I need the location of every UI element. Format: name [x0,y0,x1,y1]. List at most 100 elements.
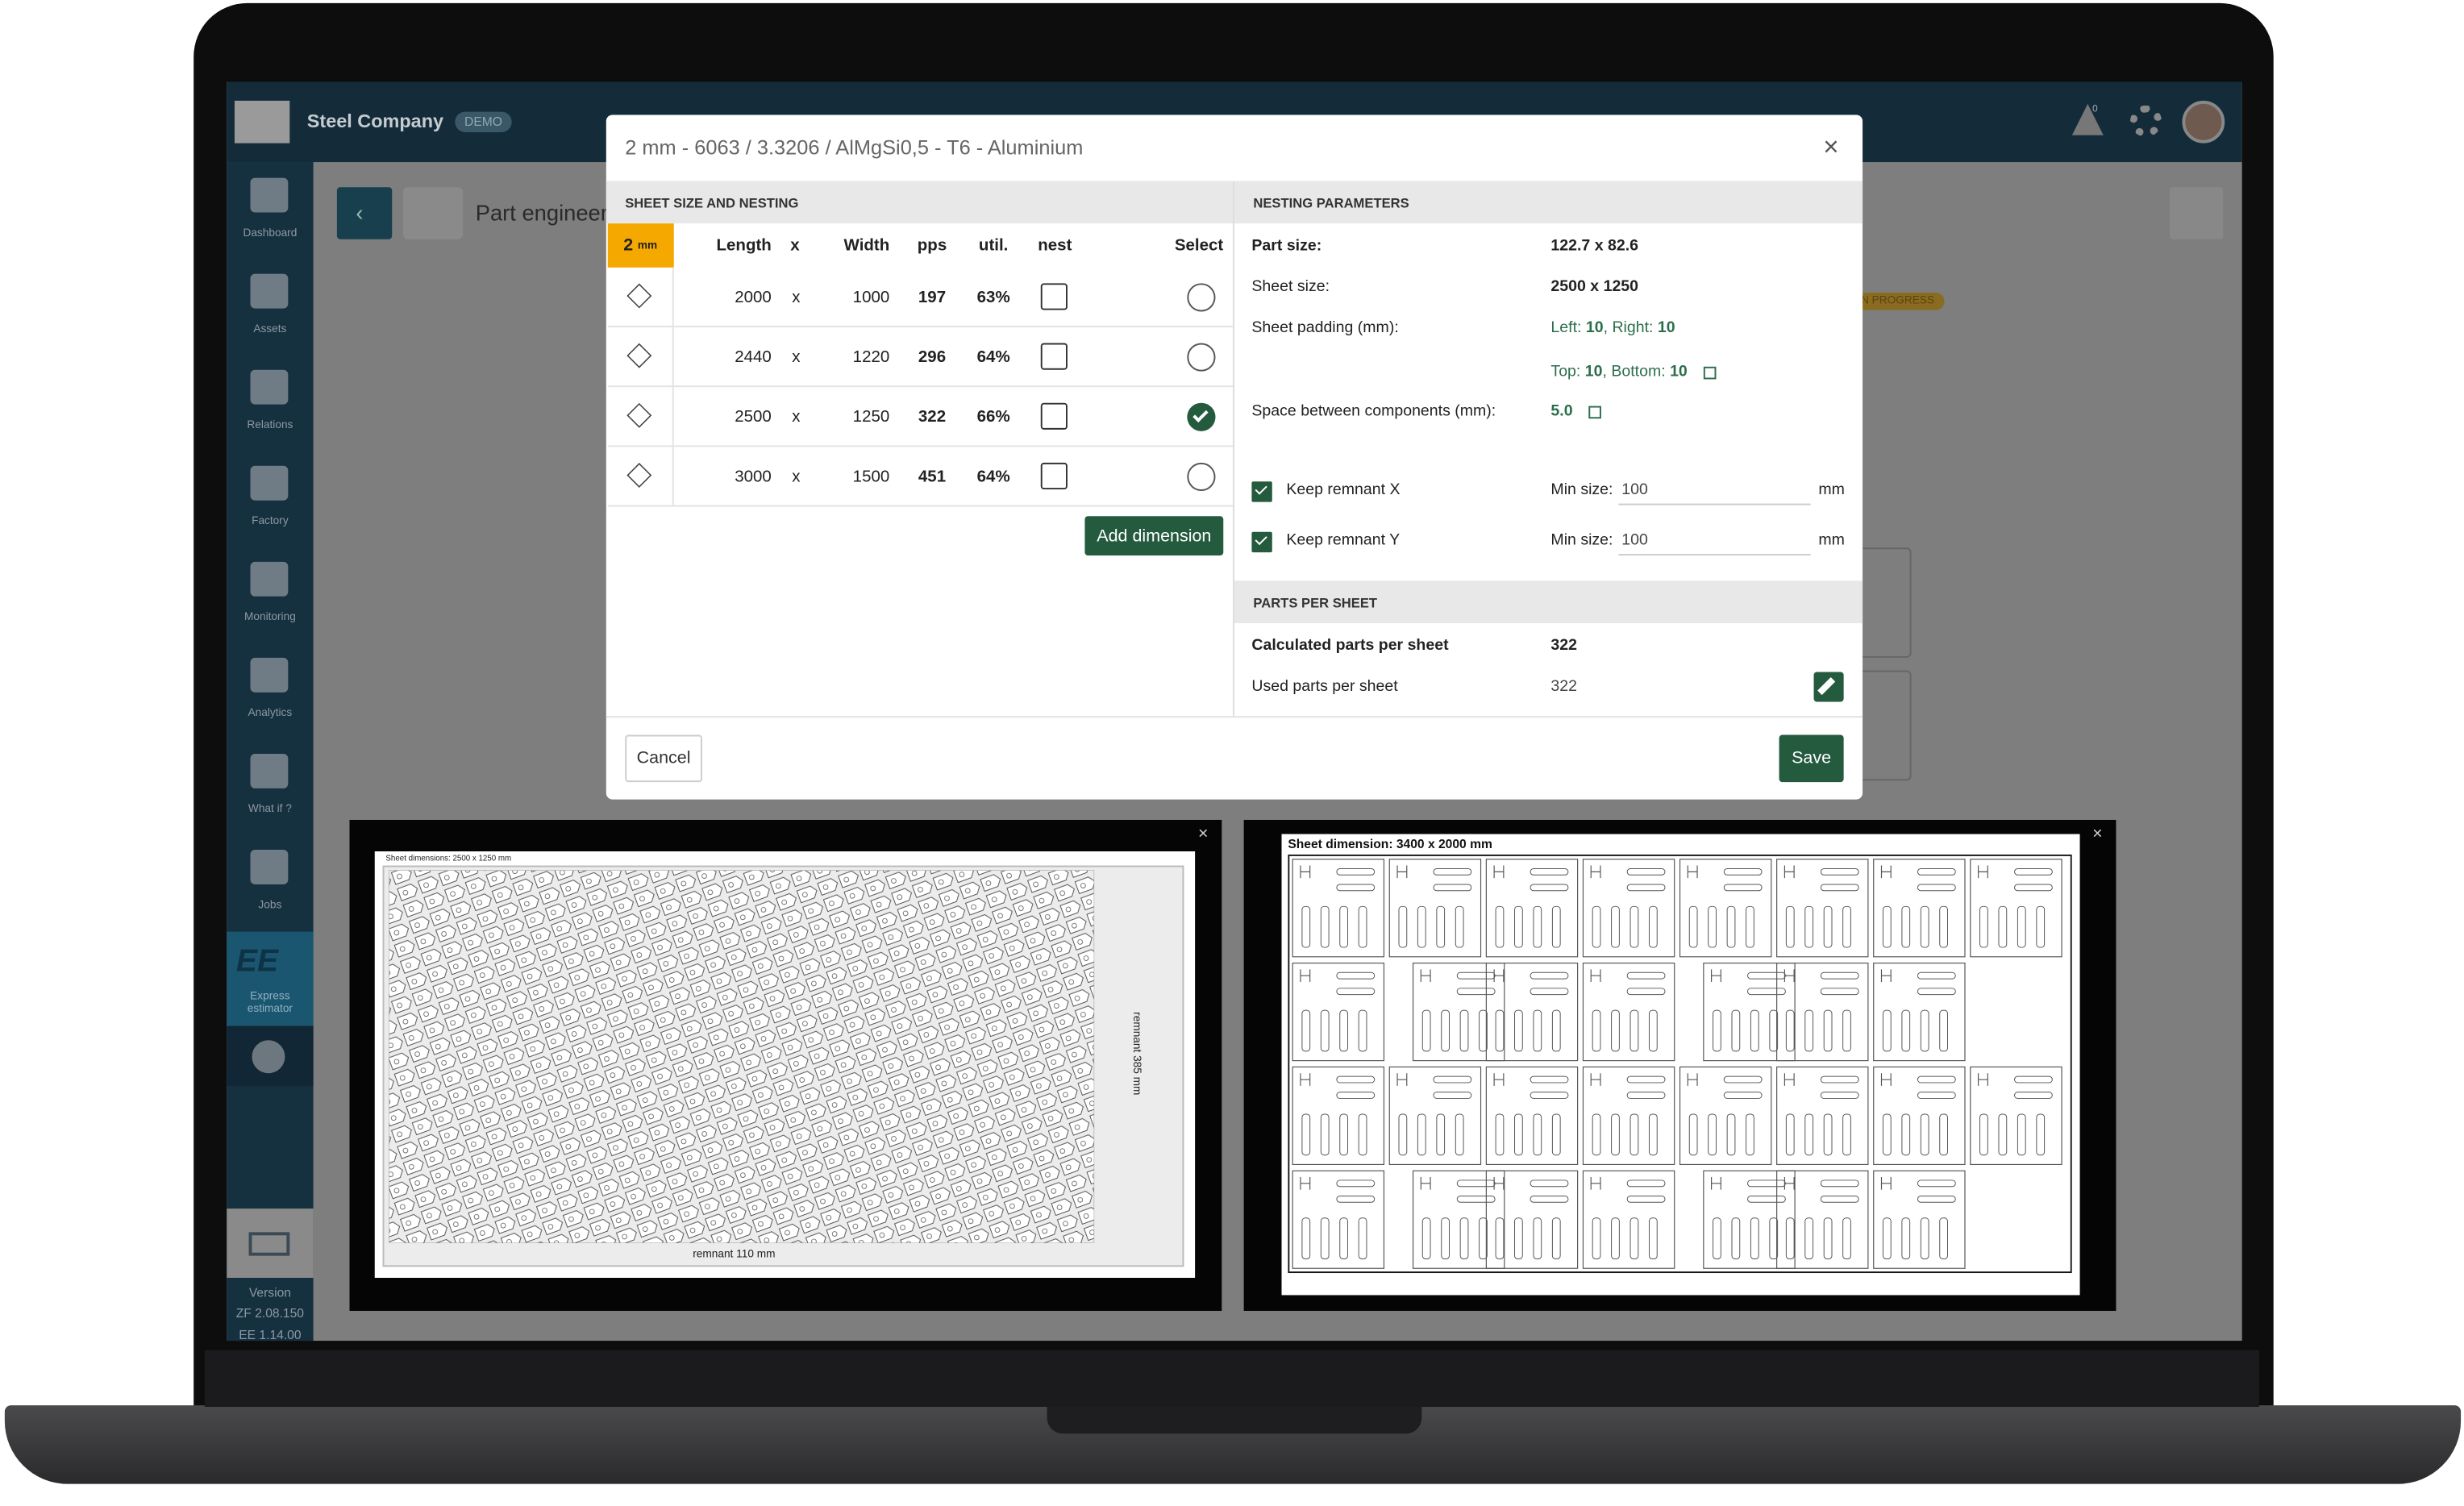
company-name: Steel Company [306,110,444,132]
edit-spacing-icon[interactable] [1588,406,1601,419]
nav-label: Relations [247,420,293,431]
nested-part [1917,1075,1956,1084]
cancel-button[interactable]: Cancel [625,734,702,783]
back-button[interactable] [336,187,393,239]
width: 1500 [852,467,890,487]
nested-part [1979,1113,1988,1156]
nested-part [1726,1113,1736,1156]
nested-part [1823,905,1833,948]
nested-part [1339,1009,1349,1052]
nested-part [1292,1170,1385,1269]
nested-part [1776,1066,1869,1166]
nested-part [1626,988,1666,996]
edit-padding-icon[interactable] [1703,366,1717,380]
nest-preview-button[interactable] [1040,283,1068,310]
more-button[interactable] [2169,187,2224,239]
nested-part [1823,1217,1833,1260]
nested-part [1590,1073,1601,1086]
nested-part [1939,1217,1949,1260]
settings-icon[interactable] [2130,105,2162,137]
laptop-notch [1047,1405,1422,1434]
nested-part [1530,1092,1569,1099]
nested-part [1920,1217,1929,1260]
nested-part [1901,1113,1911,1156]
expand-icon [252,1040,285,1074]
nested-part [1776,962,1869,1062]
feedback-button[interactable] [227,1209,314,1278]
nested-part [1823,1009,1833,1052]
nested-part [1336,867,1376,876]
nested-part [1713,1217,1721,1260]
nested-part [1723,884,1763,892]
nested-part [1533,905,1542,948]
nested-part [1485,1066,1579,1166]
nested-part [1582,1170,1675,1269]
nested-part [1648,1009,1658,1052]
select-radio[interactable] [1187,402,1216,431]
nested-part [1485,962,1579,1062]
nested-part [1785,1009,1795,1052]
nested-part [1820,1195,1859,1203]
min-size-input[interactable]: 100 [1618,532,1811,556]
nested-part [1648,1113,1658,1156]
nested-part [1747,1195,1786,1203]
nested-part [1917,971,1956,980]
section-header-bar [606,181,1863,224]
nested-part [1648,905,1658,948]
nest-preview-button[interactable] [1040,343,1068,370]
nested-part [1495,1009,1505,1052]
nested-part [1292,962,1385,1062]
nested-part [1723,867,1763,876]
nested-part [1939,905,1949,948]
remnant-checkbox[interactable] [1251,531,1272,553]
nest-preview-button[interactable] [1040,462,1068,490]
nested-part [1441,1009,1450,1052]
select-radio[interactable] [1187,283,1216,312]
close-button[interactable]: × [1823,131,1839,163]
save-button[interactable]: Save [1779,734,1844,783]
user-avatar[interactable] [2182,100,2225,144]
min-size-input[interactable]: 100 [1618,481,1811,505]
length: 3000 [735,467,772,487]
nested-part [1882,1217,1892,1260]
nested-part [1688,905,1698,948]
nested-part [1530,1179,1569,1188]
nested-part [1479,1009,1488,1052]
nested-part [1679,1066,1772,1166]
nested-part [1873,859,1966,958]
nest-preview-button[interactable] [1040,402,1068,430]
nav-icon [250,369,289,405]
modal [606,114,1863,800]
nested-part [1417,1113,1426,1156]
add-dimension-button[interactable]: Add dimension [1084,516,1224,556]
nested-part [1769,1217,1779,1260]
nested-part [1820,1075,1859,1084]
nested-part [1708,1113,1717,1156]
nested-part [1590,865,1601,879]
padding-values: Left: 10, Right: 10 [1550,319,1675,336]
param-value: 2500 x 1250 [1550,278,1639,296]
width: 1220 [852,347,890,367]
thickness-cell [607,223,674,268]
close-window[interactable]: × [1198,824,1209,844]
nested-part [1920,905,1929,948]
select-radio[interactable] [1187,462,1216,492]
nav-label: Monitoring [243,612,296,623]
remnant-checkbox[interactable] [1251,481,1272,502]
close-window[interactable]: × [2092,824,2103,844]
nested-part [1820,971,1859,980]
nested-part [1301,905,1311,948]
column-header: util. [978,235,1009,256]
nested-part [1687,1073,1698,1086]
select-radio[interactable] [1187,343,1216,372]
estimator-nav[interactable] [227,931,314,1026]
nested-part [1880,969,1892,983]
nested-part [1917,884,1956,892]
nested-part [1880,865,1892,879]
demo-badge: DEMO [455,111,512,132]
nested-part [1785,905,1795,948]
param-value: 322 [1550,678,1578,696]
width: 1250 [852,407,890,426]
nested-part [1776,1170,1869,1269]
padding-value: 10 [1657,319,1675,337]
